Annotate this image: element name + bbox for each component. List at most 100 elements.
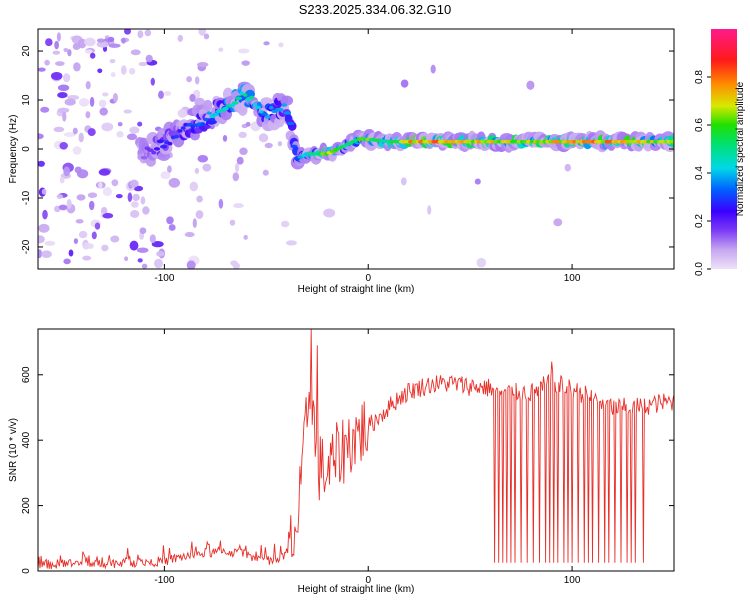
x-tick-label: -100 [154, 273, 174, 284]
spectral-blob [184, 232, 195, 238]
spectral-blob [124, 256, 129, 262]
spectral-blob [235, 96, 243, 101]
spectral-blob [98, 181, 103, 189]
spectral-blob [98, 168, 111, 176]
spectral-blob [38, 67, 46, 72]
y-tick-label: 600 [21, 366, 32, 383]
snr-x-label: Height of straight line (km) [298, 584, 415, 595]
spectral-blob [44, 59, 50, 66]
spectral-blob [63, 258, 71, 265]
spectral-blob [85, 111, 91, 119]
spectral-blob [132, 193, 140, 202]
spectral-blob [117, 122, 123, 127]
spectrogram-x-ticks: -100 0 100 [154, 29, 581, 284]
spectral-blob [474, 178, 481, 185]
spectral-blob [194, 76, 200, 85]
spectral-blob [229, 219, 236, 226]
spectral-blob [203, 33, 210, 40]
spectral-blob [130, 210, 140, 218]
spectral-blob [198, 29, 206, 36]
spectral-blob [63, 132, 76, 138]
y-tick-label: -10 [21, 190, 32, 205]
spectral-blob [142, 206, 150, 215]
spectral-blob [73, 62, 81, 72]
spectral-blob [121, 37, 126, 44]
spectral-blob [158, 90, 164, 99]
spectral-blob [129, 179, 139, 188]
spectral-blob [101, 244, 109, 252]
spectral-blob [177, 34, 184, 42]
spectral-blob [238, 131, 247, 139]
spectral-blob [112, 93, 118, 103]
spectral-blob [107, 36, 115, 43]
spectral-blob [278, 42, 284, 48]
spectral-blob [102, 186, 113, 197]
spectral-blob [89, 52, 96, 59]
spectral-blob [45, 38, 53, 47]
spectral-blob [196, 62, 209, 68]
spectral-blob [141, 263, 148, 269]
spectral-blob [129, 126, 140, 134]
spectral-blob [194, 167, 200, 174]
spectral-blob [62, 111, 67, 122]
spectral-blob [194, 97, 205, 107]
spectral-blob [75, 219, 84, 224]
spectral-blob [62, 73, 71, 83]
colorbar-label: Normalized spectral amplitude [735, 81, 746, 216]
spectral-blob [262, 169, 269, 176]
spectral-blob [50, 71, 63, 81]
snr-series-line [38, 329, 674, 570]
snr-frame [37, 328, 675, 572]
spectral-blob [89, 96, 95, 107]
spectral-blob [430, 64, 436, 74]
spectrogram-y-label: Frequency (Hz) [8, 115, 19, 184]
y-tick-label: 200 [21, 497, 32, 514]
spectral-blob [233, 203, 244, 209]
spectral-blob [252, 103, 258, 107]
y-tick-label: 400 [21, 431, 32, 448]
spectral-blob [139, 227, 147, 235]
spectral-blob [232, 172, 240, 182]
spectral-blob [149, 234, 156, 244]
spectral-blob [54, 40, 59, 50]
spectral-blob [38, 223, 50, 233]
spectral-blob [40, 106, 50, 113]
spectral-blob [38, 235, 45, 244]
colorbar-ticks: 0.0 0.2 0.4 0.6 0.8 [694, 70, 711, 276]
spectral-blob [115, 193, 123, 199]
spectral-blob [180, 126, 186, 130]
spectral-blob [186, 260, 196, 269]
x-tick-label: 0 [365, 273, 371, 284]
spectral-blob [255, 105, 262, 110]
spectral-blob [97, 68, 103, 74]
colorbar: 0.0 0.2 0.4 0.6 0.8 Normalized spectral ampl… [694, 29, 746, 276]
spectral-blob [147, 148, 154, 152]
spectrogram-blobs [38, 29, 674, 269]
spectral-blob [280, 220, 290, 228]
spectral-blob [277, 141, 283, 147]
spectral-blob [203, 117, 209, 122]
spectral-blob [526, 80, 535, 90]
colorbar-tick-label: 0.2 [694, 214, 705, 228]
spectral-blob [167, 141, 173, 146]
spectral-blob [140, 155, 148, 160]
spectral-blob [64, 98, 76, 106]
y-tick-label: -20 [21, 239, 32, 254]
spectral-blob [67, 49, 72, 57]
spectral-blob [42, 209, 48, 220]
spectral-blob [145, 54, 153, 63]
spectral-blob [268, 106, 274, 110]
spectral-blob [63, 47, 69, 53]
spectral-blob [245, 121, 251, 127]
spectral-blob [102, 212, 114, 219]
spectral-blob [186, 76, 192, 83]
spectral-blob [72, 127, 78, 135]
spectral-blob [84, 49, 93, 54]
spectral-blob [108, 43, 121, 48]
spectral-blob [283, 111, 292, 115]
spectral-blob [41, 250, 52, 258]
x-tick-label: 0 [365, 575, 371, 586]
spectral-blob [56, 194, 63, 199]
